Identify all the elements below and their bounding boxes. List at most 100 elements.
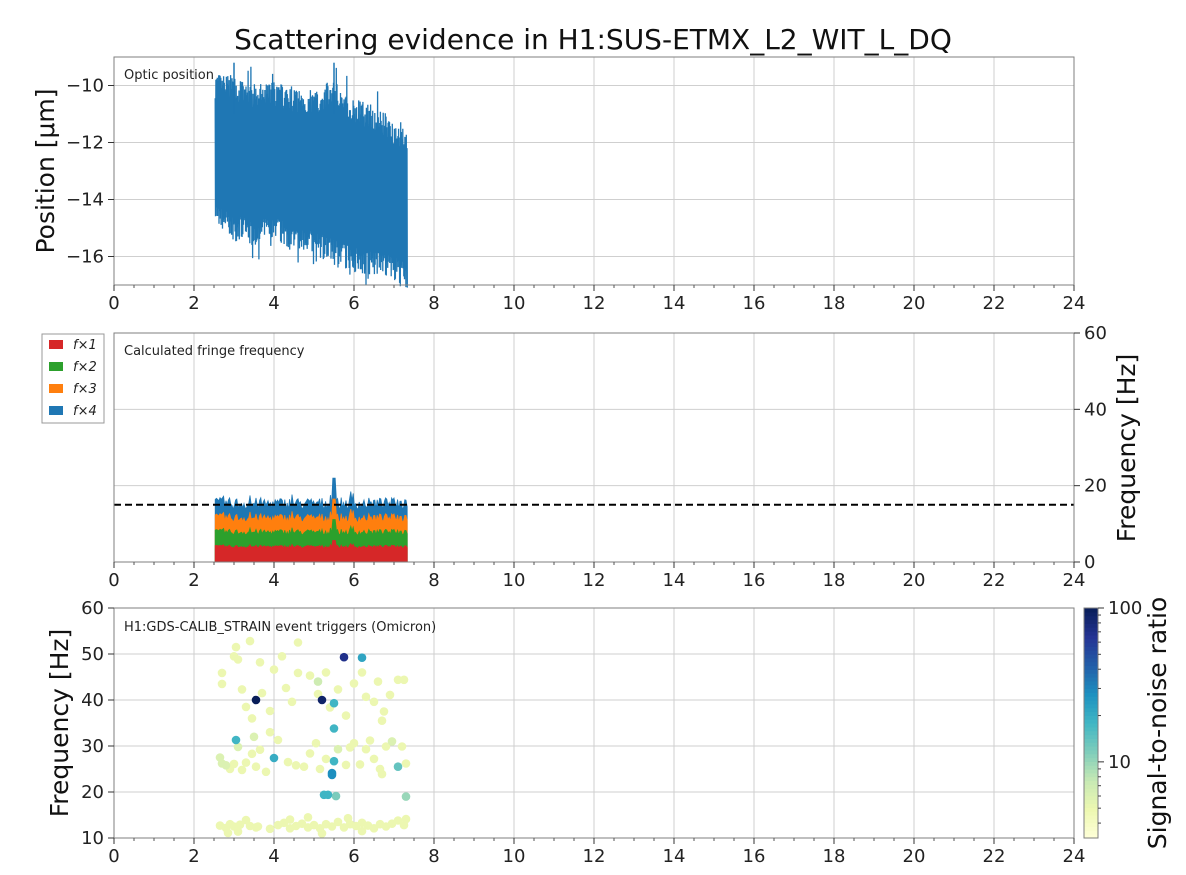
trigger-point bbox=[285, 815, 295, 824]
colorbar-segment bbox=[1084, 826, 1098, 831]
colorbar-segment bbox=[1084, 669, 1098, 674]
trigger-point bbox=[327, 822, 337, 831]
trigger-point bbox=[333, 817, 343, 827]
trigger-point bbox=[265, 706, 275, 716]
y-tick-label: 20 bbox=[81, 782, 104, 803]
x-tick-label: 20 bbox=[903, 293, 926, 314]
colorbar-segment bbox=[1084, 734, 1098, 739]
colorbar-segment bbox=[1084, 665, 1098, 670]
colorbar-segment bbox=[1084, 730, 1098, 736]
colorbar-segment bbox=[1084, 765, 1098, 770]
y-tick-label: 40 bbox=[81, 690, 104, 711]
trigger-point bbox=[381, 742, 391, 751]
trigger-point bbox=[323, 790, 333, 800]
trigger-point bbox=[357, 668, 367, 677]
colorbar-segment bbox=[1084, 696, 1098, 701]
colorbar-segment bbox=[1084, 769, 1098, 774]
fringe-series-f1 bbox=[214, 540, 408, 563]
trigger-point bbox=[305, 749, 315, 758]
colorbar-segment bbox=[1084, 646, 1098, 651]
trigger-point bbox=[311, 738, 321, 748]
legend-label-f1: f×1 bbox=[73, 338, 97, 353]
trigger-point bbox=[393, 762, 403, 771]
trigger-point bbox=[265, 727, 275, 737]
optic-position-panel: 0 2 4 6 8 10 12 14 16 18 20 22 24−10−12−14−16 Optic … bbox=[31, 56, 1085, 314]
trigger-point bbox=[317, 695, 327, 705]
trigger-point bbox=[321, 754, 331, 764]
trigger-point bbox=[261, 767, 271, 777]
trigger-point bbox=[379, 707, 389, 716]
trigger-point bbox=[369, 824, 379, 833]
x-tick-label: 4 bbox=[268, 846, 279, 867]
panel-3-annotation: H1:GDS-CALIB_STRAIN event triggers (Omic… bbox=[124, 620, 436, 635]
x-tick-label: 2 bbox=[188, 293, 199, 314]
trigger-point bbox=[273, 735, 283, 745]
legend-label-f3: f×3 bbox=[73, 382, 97, 397]
panel-1-ylabel: Position [μm] bbox=[31, 88, 60, 253]
panel-3-grid bbox=[113, 607, 1075, 839]
x-tick-label: 0 bbox=[108, 293, 119, 314]
x-tick-label: 4 bbox=[268, 293, 279, 314]
colorbar-segment bbox=[1084, 792, 1098, 797]
colorbar-segment bbox=[1084, 623, 1098, 628]
x-tick-label: 16 bbox=[743, 570, 766, 591]
y-tick-label: −10 bbox=[66, 76, 104, 97]
trigger-point bbox=[223, 828, 233, 838]
y-tick-label: 60 bbox=[81, 598, 104, 619]
trigger-point bbox=[229, 759, 239, 769]
trigger-point bbox=[333, 744, 343, 754]
trigger-point bbox=[393, 816, 403, 825]
trigger-point bbox=[237, 685, 247, 694]
colorbar-frame bbox=[1083, 607, 1099, 839]
trigger-point bbox=[303, 813, 313, 822]
colorbar-segment bbox=[1084, 780, 1098, 785]
colorbar-segment bbox=[1084, 723, 1098, 728]
trigger-point bbox=[221, 761, 231, 770]
legend-swatch-f2 bbox=[49, 362, 63, 371]
trigger-point bbox=[357, 653, 367, 662]
trigger-point bbox=[241, 758, 251, 767]
y-tick-label: 10 bbox=[81, 828, 104, 849]
colorbar-segment bbox=[1084, 642, 1098, 647]
trigger-point bbox=[291, 761, 301, 770]
colorbar-segment bbox=[1084, 772, 1098, 778]
x-tick-label: 0 bbox=[108, 846, 119, 867]
colorbar-segment bbox=[1084, 615, 1098, 621]
trigger-point bbox=[401, 814, 411, 824]
trigger-point bbox=[361, 744, 371, 754]
colorbar-segment bbox=[1084, 742, 1098, 747]
colorbar-segment bbox=[1084, 822, 1098, 828]
x-tick-label: 20 bbox=[903, 846, 926, 867]
colorbar-segment bbox=[1084, 680, 1098, 686]
trigger-point bbox=[401, 759, 411, 768]
y-tick-label: 20 bbox=[1084, 476, 1107, 497]
colorbar-segment bbox=[1084, 627, 1098, 632]
legend-swatch-f1 bbox=[49, 340, 63, 349]
x-tick-label: 24 bbox=[1063, 846, 1086, 867]
trigger-point bbox=[369, 754, 379, 764]
legend: f×1 f×2 f×3 f×4 bbox=[41, 333, 105, 424]
trigger-point bbox=[217, 679, 227, 689]
trigger-point bbox=[329, 724, 339, 733]
legend-swatch-f4 bbox=[49, 406, 63, 415]
x-tick-label: 20 bbox=[903, 570, 926, 591]
trigger-point bbox=[369, 697, 379, 707]
x-tick-label: 4 bbox=[268, 570, 279, 591]
panel-3-ylabel: Frequency [Hz] bbox=[45, 629, 74, 818]
trigger-point bbox=[293, 638, 303, 647]
colorbar-segment bbox=[1084, 611, 1098, 617]
panel-2-marks bbox=[114, 477, 1074, 563]
trigger-point bbox=[317, 829, 327, 838]
trigger-point bbox=[251, 762, 261, 771]
trigger-point bbox=[327, 770, 337, 780]
colorbar-segment bbox=[1084, 803, 1098, 808]
y-tick-label: 0 bbox=[1084, 552, 1095, 573]
trigger-point bbox=[341, 760, 351, 770]
trigger-point bbox=[315, 764, 325, 774]
colorbar-segment bbox=[1084, 807, 1098, 812]
x-tick-label: 10 bbox=[503, 846, 526, 867]
colorbar-segment bbox=[1084, 692, 1098, 697]
colorbar: 10 100 bbox=[1083, 598, 1142, 839]
trigger-point bbox=[287, 697, 297, 707]
